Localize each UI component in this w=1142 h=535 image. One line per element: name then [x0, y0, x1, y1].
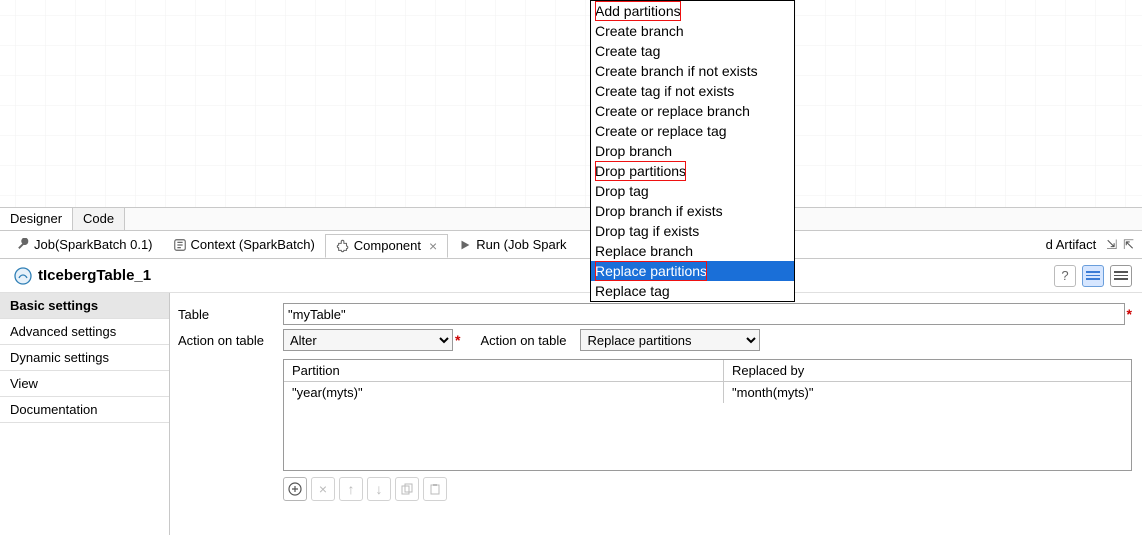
action-on-table-2-select[interactable]: Replace partitions	[580, 329, 760, 351]
grid-cell[interactable]: "month(myts)"	[724, 382, 1131, 403]
move-up-icon[interactable]: ↑	[339, 477, 363, 501]
grid-header: Partition Replaced by	[284, 360, 1131, 382]
maximize-icon[interactable]: ⇱	[1123, 237, 1134, 253]
view-tab-component[interactable]: Component ×	[325, 234, 448, 258]
editor-tab-bar: Designer Code	[0, 207, 1142, 231]
add-row-icon[interactable]	[283, 477, 307, 501]
view-tab-context[interactable]: Context (SparkBatch)	[163, 234, 325, 255]
view-tab-bar: Job(SparkBatch 0.1) Context (SparkBatch)…	[0, 231, 1142, 259]
help-icon[interactable]: ?	[1054, 265, 1076, 287]
popup-item[interactable]: Drop branch	[591, 141, 794, 161]
move-down-icon[interactable]: ↓	[367, 477, 391, 501]
sidebar-item-basic-settings[interactable]: Basic settings	[0, 293, 169, 319]
popup-item[interactable]: Add partitions	[591, 1, 794, 21]
popup-item[interactable]: Create branch	[591, 21, 794, 41]
action-on-table-popup[interactable]: Add partitionsCreate branchCreate tagCre…	[590, 0, 795, 302]
context-icon	[173, 238, 187, 252]
view-tab-label: Run (Job Spark	[476, 237, 566, 252]
settings-panel: Basic settings Advanced settings Dynamic…	[0, 293, 1142, 535]
view-mode-compact-icon[interactable]	[1110, 265, 1132, 287]
popup-item[interactable]: Replace branch	[591, 241, 794, 261]
action-on-table-2-label: Action on table	[480, 333, 580, 348]
design-canvas[interactable]	[0, 0, 1142, 207]
popup-item[interactable]: Create or replace branch	[591, 101, 794, 121]
view-tab-run[interactable]: Run (Job Spark	[448, 234, 576, 255]
paste-icon[interactable]	[423, 477, 447, 501]
popup-item[interactable]: Create or replace tag	[591, 121, 794, 141]
popup-item[interactable]: Create branch if not exists	[591, 61, 794, 81]
popup-item[interactable]: Replace partitions	[591, 261, 794, 281]
grid-cell[interactable]: "year(myts)"	[284, 382, 724, 403]
required-marker: *	[1127, 306, 1132, 322]
grid-col-replaced-by[interactable]: Replaced by	[724, 360, 1131, 381]
puzzle-icon	[336, 239, 350, 253]
view-tab-label: Job(SparkBatch 0.1)	[34, 237, 153, 252]
action-on-table-1-label: Action on table	[178, 333, 283, 348]
minimize-icon[interactable]: ⇲	[1106, 237, 1117, 253]
view-tab-label: d Artifact	[1046, 237, 1097, 252]
popup-item[interactable]: Create tag if not exists	[591, 81, 794, 101]
popup-item[interactable]: Drop branch if exists	[591, 201, 794, 221]
settings-side-nav: Basic settings Advanced settings Dynamic…	[0, 293, 170, 535]
copy-icon[interactable]	[395, 477, 419, 501]
sidebar-item-documentation[interactable]: Documentation	[0, 397, 169, 423]
action-on-table-1-select[interactable]: Alter	[283, 329, 453, 351]
delete-row-icon[interactable]: ×	[311, 477, 335, 501]
play-icon	[458, 238, 472, 252]
tab-code[interactable]: Code	[73, 208, 125, 230]
sidebar-item-advanced-settings[interactable]: Advanced settings	[0, 319, 169, 345]
table-input[interactable]	[283, 303, 1125, 325]
view-tab-cloud[interactable]: d Artifact	[1036, 234, 1107, 255]
minimize-maximize: ⇲ ⇱	[1106, 237, 1142, 253]
form-area: Table * Action on table Alter * Action o…	[170, 293, 1142, 535]
close-icon[interactable]: ×	[429, 238, 437, 254]
view-tab-job[interactable]: Job(SparkBatch 0.1)	[6, 234, 163, 255]
component-icon	[14, 267, 32, 285]
sidebar-item-view[interactable]: View	[0, 371, 169, 397]
required-marker: *	[455, 332, 460, 348]
grid-row[interactable]: "year(myts)" "month(myts)"	[284, 382, 1131, 403]
popup-item[interactable]: Drop tag	[591, 181, 794, 201]
wrench-icon	[16, 238, 30, 252]
partitions-grid[interactable]: Partition Replaced by "year(myts)" "mont…	[283, 359, 1132, 471]
component-title-bar: tIcebergTable_1 ?	[0, 259, 1142, 293]
view-tab-label: Component	[354, 238, 421, 253]
sidebar-item-dynamic-settings[interactable]: Dynamic settings	[0, 345, 169, 371]
grid-toolbar: × ↑ ↓	[283, 477, 1132, 501]
component-title: tIcebergTable_1	[38, 267, 151, 284]
popup-item[interactable]: Drop partitions	[591, 161, 794, 181]
popup-item[interactable]: Drop tag if exists	[591, 221, 794, 241]
popup-item[interactable]: Create tag	[591, 41, 794, 61]
popup-item[interactable]: Replace tag	[591, 281, 794, 301]
view-mode-list-icon[interactable]	[1082, 265, 1104, 287]
table-label: Table	[178, 307, 283, 322]
tab-designer[interactable]: Designer	[0, 208, 73, 230]
view-tab-label: Context (SparkBatch)	[191, 237, 315, 252]
grid-col-partition[interactable]: Partition	[284, 360, 724, 381]
